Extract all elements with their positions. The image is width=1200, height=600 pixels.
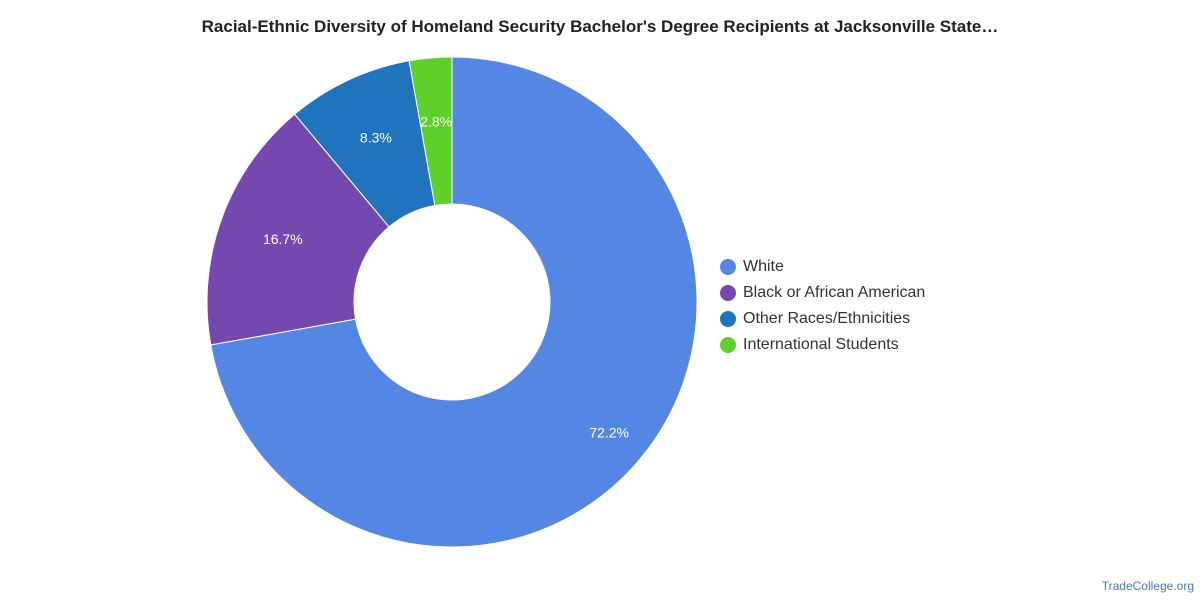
legend-item-international-students[interactable]: International Students (720, 332, 925, 358)
chart-title: Racial-Ethnic Diversity of Homeland Secu… (201, 17, 999, 36)
legend-item-white[interactable]: White (720, 254, 925, 280)
slice-white[interactable] (210, 56, 698, 548)
chart-legend: White Black or African American Other Race… (720, 254, 925, 358)
legend-swatch-icon (720, 311, 736, 327)
data-label-international-students: 2.8% (420, 113, 452, 129)
data-label-black-or-african-american: 16.7% (263, 231, 303, 247)
legend-label: White (743, 258, 784, 275)
legend-item-other-races-ethnicities[interactable]: Other Races/Ethnicities (720, 306, 925, 332)
watermark: TradeCollege.org (1101, 579, 1194, 593)
slice-international-students[interactable] (408, 56, 453, 207)
legend-swatch-icon (720, 337, 736, 353)
donut-labels: 72.2% 16.7% 8.3% 2.8% (263, 113, 629, 440)
donut-slices (206, 56, 698, 548)
data-label-white: 72.2% (589, 424, 629, 440)
legend-swatch-icon (720, 259, 736, 275)
data-label-other-races-ethnicities: 8.3% (360, 130, 392, 146)
legend-label: Other Races/Ethnicities (743, 310, 911, 327)
slice-black-or-african-american[interactable] (206, 113, 390, 346)
legend-item-black-or-african-american[interactable]: Black or African American (720, 280, 925, 306)
legend-label: International Students (743, 336, 899, 353)
legend-label: Black or African American (743, 284, 926, 301)
legend-swatch-icon (720, 285, 736, 301)
